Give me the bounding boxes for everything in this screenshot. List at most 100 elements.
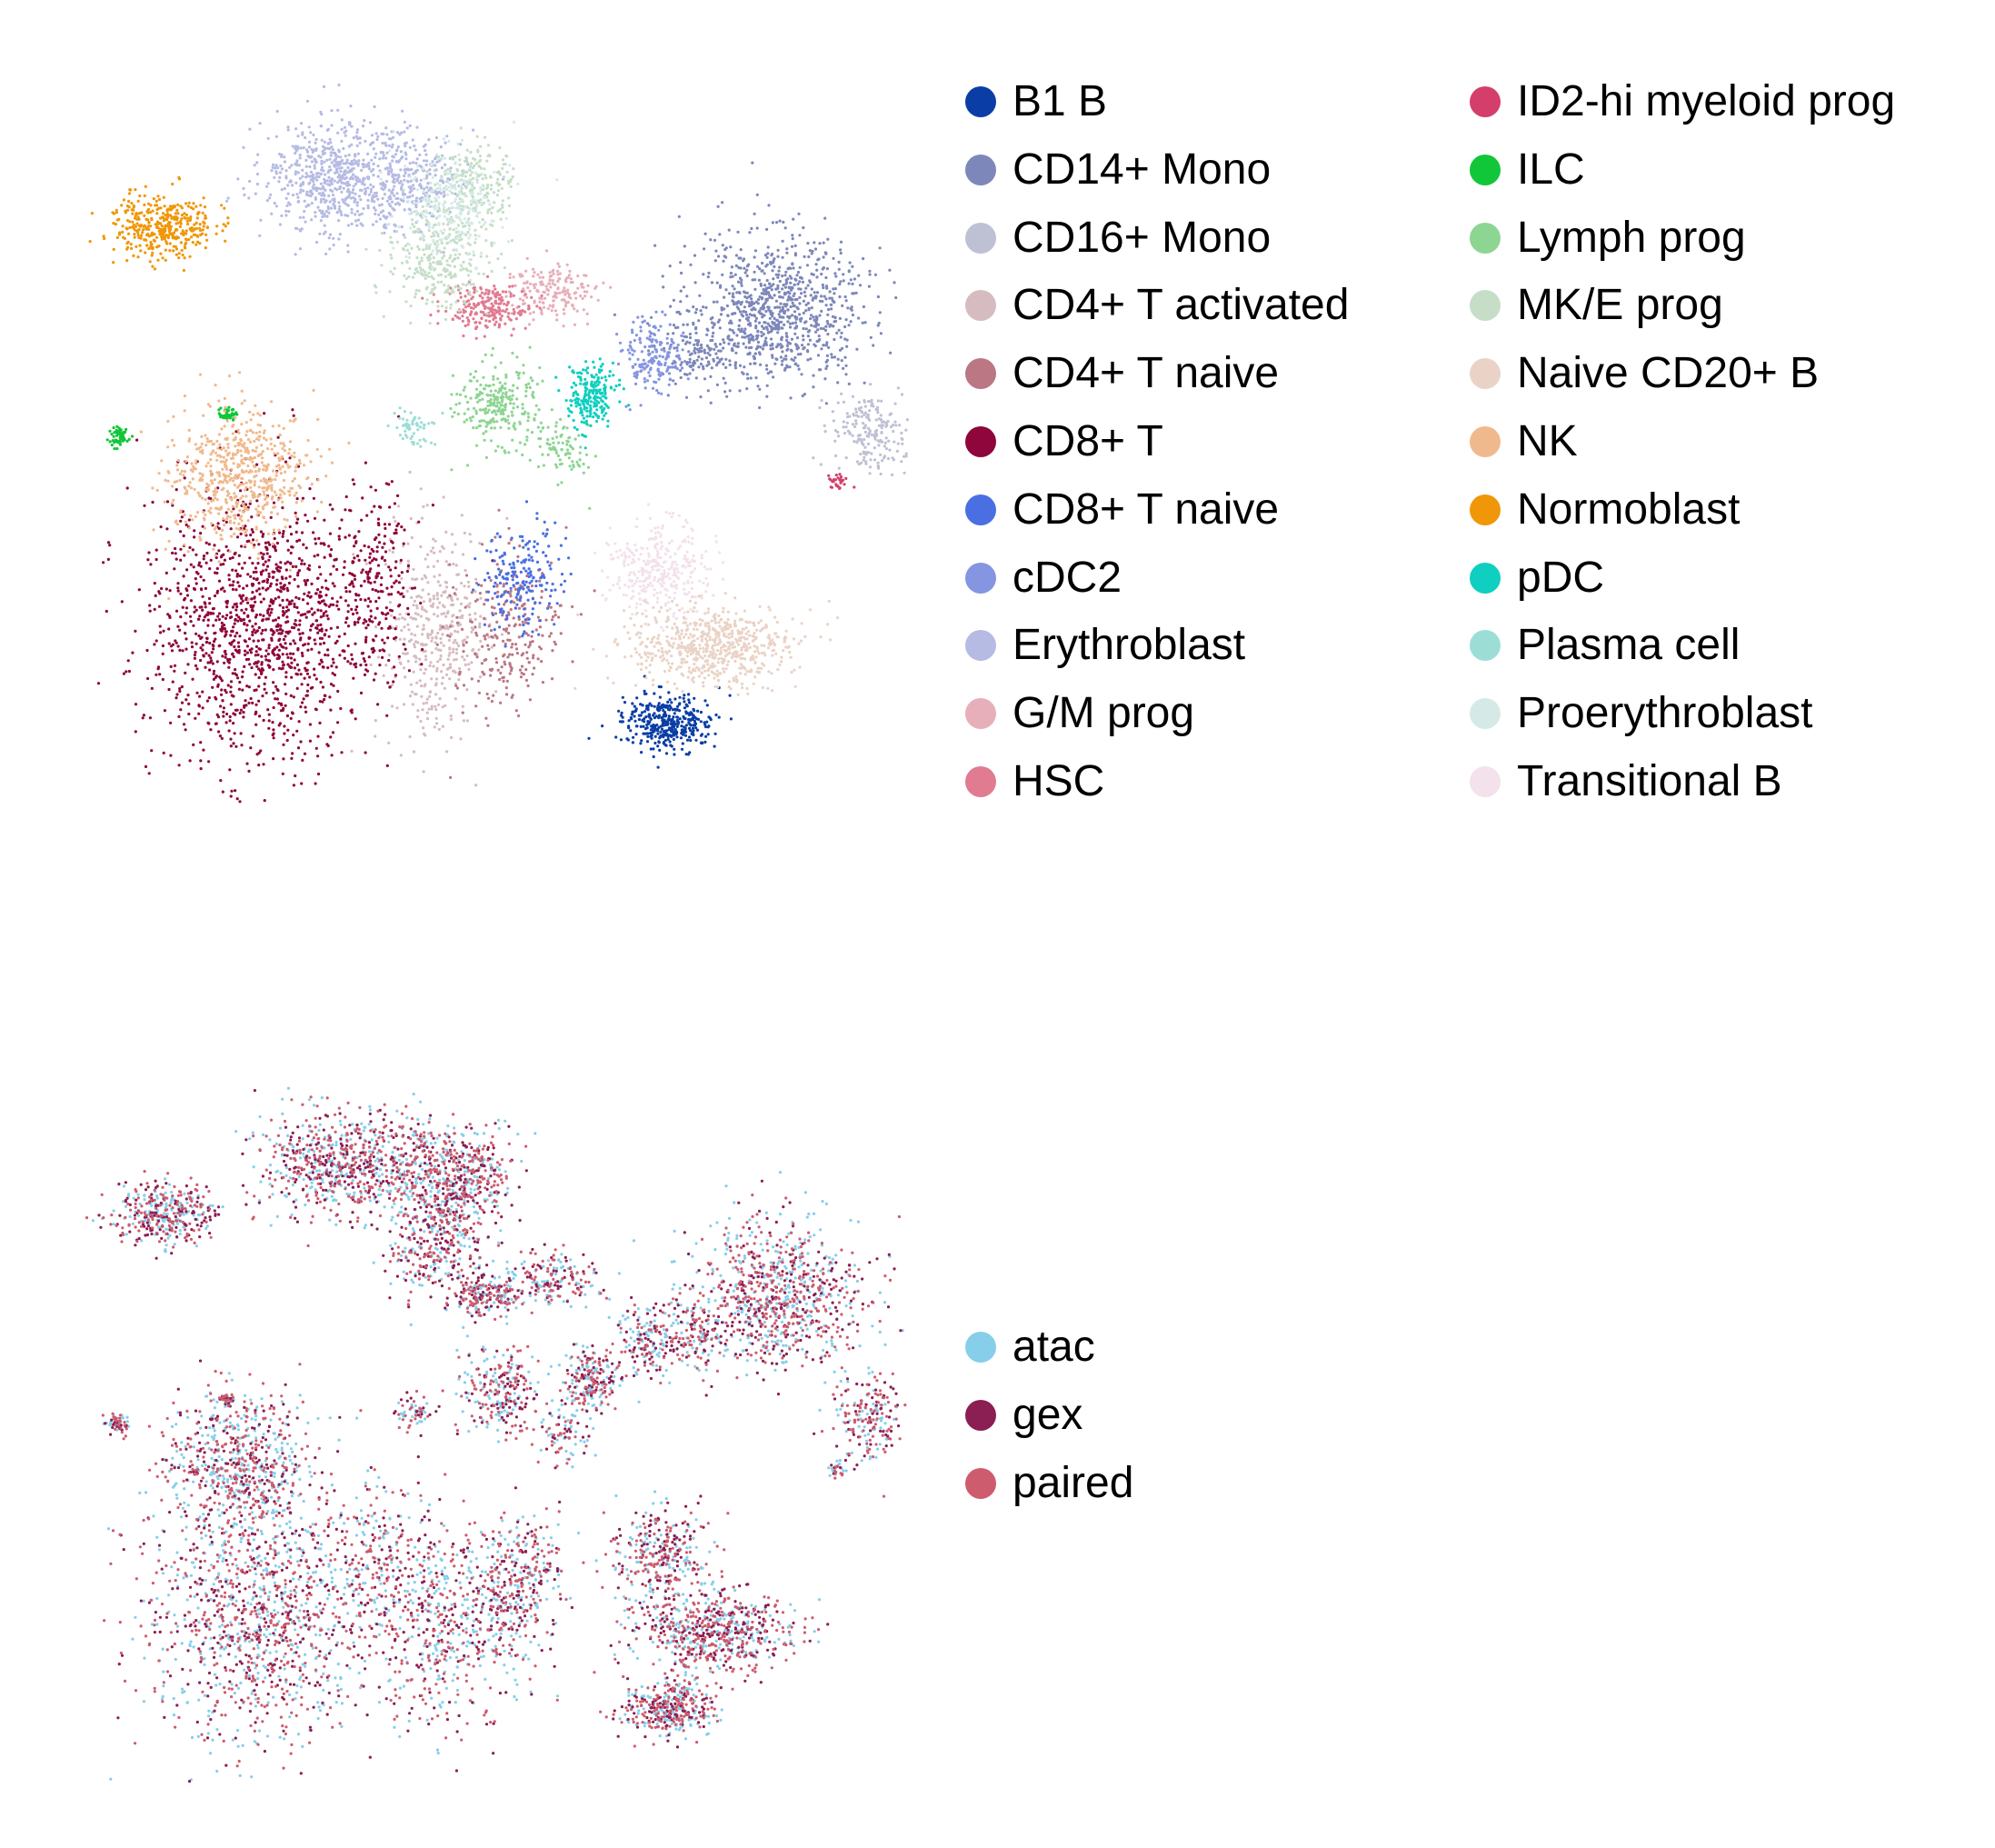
scatter-point (691, 717, 694, 721)
scatter-point (776, 284, 780, 287)
scatter-point (419, 614, 423, 618)
scatter-point (402, 643, 405, 646)
scatter-point (538, 645, 542, 649)
scatter-point (880, 426, 883, 430)
scatter-point (304, 581, 308, 584)
scatter-point (207, 596, 212, 601)
scatter-point (324, 173, 327, 176)
scatter-point (338, 162, 343, 165)
scatter-point (387, 658, 391, 663)
scatter-point (413, 654, 416, 658)
scatter-point (705, 344, 710, 348)
scatter-point (333, 584, 336, 588)
scatter-point (258, 647, 262, 651)
scatter-point (346, 165, 350, 169)
scatter-point (756, 329, 760, 333)
scatter-point (374, 155, 377, 159)
scatter-point (262, 718, 265, 723)
scatter-point (294, 162, 298, 165)
scatter-point (434, 682, 438, 685)
scatter-point (702, 367, 705, 371)
scatter-point (312, 183, 315, 186)
scatter-point (368, 121, 372, 125)
scatter-point (526, 572, 530, 575)
scatter-point (742, 259, 745, 263)
scatter-point (751, 303, 754, 306)
scatter-point (134, 629, 137, 633)
scatter-point (664, 714, 668, 717)
scatter-point (401, 183, 404, 186)
scatter-point (480, 584, 484, 587)
scatter-point (250, 515, 254, 519)
scatter-point (661, 310, 664, 314)
scatter-point (331, 507, 334, 511)
scatter-point (818, 242, 822, 245)
scatter-point (161, 652, 165, 656)
scatter-point (195, 570, 198, 574)
scatter-point (227, 661, 231, 664)
scatter-point (285, 539, 290, 543)
scatter-point (658, 355, 662, 358)
scatter-point (317, 594, 321, 597)
scatter-point (346, 644, 350, 648)
scatter-point (362, 165, 365, 169)
scatter-point (215, 713, 219, 717)
scatter-point (436, 580, 440, 584)
scatter-point (747, 323, 751, 326)
scatter-point (499, 570, 503, 574)
scatter-point (323, 633, 327, 636)
scatter-point (823, 295, 826, 298)
scatter-point (296, 584, 300, 588)
scatter-point (824, 343, 829, 346)
scatter-point (660, 706, 664, 710)
scatter-point (392, 135, 395, 139)
scatter-point (335, 210, 339, 214)
scatter-point (165, 527, 169, 531)
scatter-point (889, 425, 893, 429)
scatter-point (345, 195, 349, 200)
scatter-point (487, 647, 491, 651)
scatter-point (432, 602, 435, 605)
scatter-point (267, 719, 271, 723)
scatter-point (254, 589, 259, 593)
scatter-point (873, 437, 877, 441)
scatter-point (234, 614, 239, 617)
scatter-point (783, 303, 786, 306)
scatter-point (542, 551, 545, 554)
scatter-point (277, 724, 281, 727)
scatter-point (276, 623, 280, 626)
scatter-point (282, 587, 286, 591)
scatter-point (268, 196, 272, 200)
scatter-point (213, 544, 216, 547)
scatter-point (279, 643, 283, 646)
scatter-point (302, 146, 305, 150)
scatter-point (438, 550, 442, 554)
scatter-point (461, 704, 464, 708)
scatter-point (229, 737, 233, 741)
scatter-point (900, 393, 904, 396)
scatter-point (255, 172, 260, 176)
scatter-point (876, 411, 880, 415)
scatter-point (343, 131, 346, 135)
scatter-point (186, 663, 190, 666)
scatter-point (219, 779, 223, 783)
scatter-point (380, 556, 384, 560)
scatter-point (812, 315, 815, 319)
scatter-point (824, 252, 828, 255)
scatter-point (601, 724, 604, 728)
scatter-point (371, 223, 374, 226)
scatter-point (294, 774, 297, 778)
scatter-point (313, 164, 316, 167)
umap-scatter-cell-type (88, 83, 910, 804)
scatter-point (666, 353, 670, 357)
scatter-point (350, 708, 354, 712)
scatter-point (526, 684, 530, 688)
scatter-point (419, 719, 423, 724)
scatter-point (294, 170, 298, 174)
scatter-point (803, 295, 807, 298)
scatter-point (740, 300, 743, 304)
scatter-point (260, 663, 264, 666)
scatter-point (296, 195, 300, 199)
scatter-point (640, 369, 643, 373)
scatter-point (700, 313, 703, 316)
